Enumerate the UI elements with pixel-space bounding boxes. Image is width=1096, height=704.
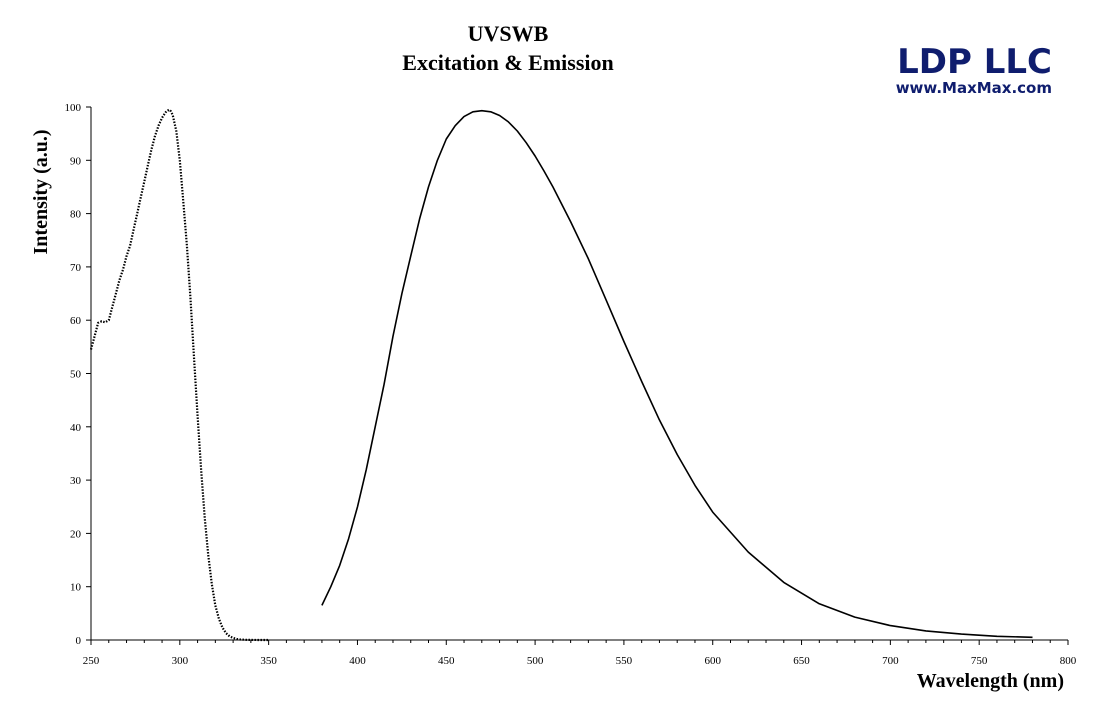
chart-subtitle: Excitation & Emission [402,50,613,75]
excitation-series-line [89,108,269,642]
x-tick-label: 600 [704,655,721,667]
x-tick-label: 550 [616,655,633,667]
logo: LDP LLC www.MaxMax.com [896,42,1052,97]
x-tick-label: 300 [172,655,189,667]
chart-title: UVSWB [468,21,549,46]
logo-website: www.MaxMax.com [896,79,1052,97]
y-axis-label: Intensity (a.u.) [30,129,52,254]
x-tick-label: 700 [882,655,899,667]
y-tick-label: 40 [70,422,82,434]
y-tick-label: 80 [70,209,82,221]
y-tick-label: 20 [70,528,82,540]
y-tick-label: 60 [70,315,82,327]
x-tick-label: 500 [527,655,544,667]
y-tick-label: 70 [70,262,82,274]
x-tick-label: 250 [83,655,100,667]
y-tick-label: 100 [65,102,82,114]
emission-series-line [321,109,1033,639]
x-tick-label: 350 [260,655,277,667]
x-tick-label: 400 [349,655,366,667]
y-ticks: 0 10 20 30 40 50 60 70 80 90 100 [65,102,91,647]
x-tick-label: 450 [438,655,455,667]
x-tick-label: 800 [1060,655,1077,667]
y-tick-label: 0 [76,635,82,647]
axes [90,107,1068,641]
logo-name: LDP LLC [897,42,1052,82]
x-axis-label: Wavelength (nm) [917,670,1064,692]
y-tick-label: 50 [70,369,82,381]
y-tick-label: 90 [70,155,82,167]
y-tick-label: 30 [70,475,82,487]
x-tick-label: 650 [793,655,810,667]
y-tick-label: 10 [70,582,82,594]
series-layer [89,108,1033,642]
x-ticks: 250 300 350 400 450 500 550 600 650 700 750 800 [83,640,1077,667]
x-tick-label: 750 [971,655,988,667]
